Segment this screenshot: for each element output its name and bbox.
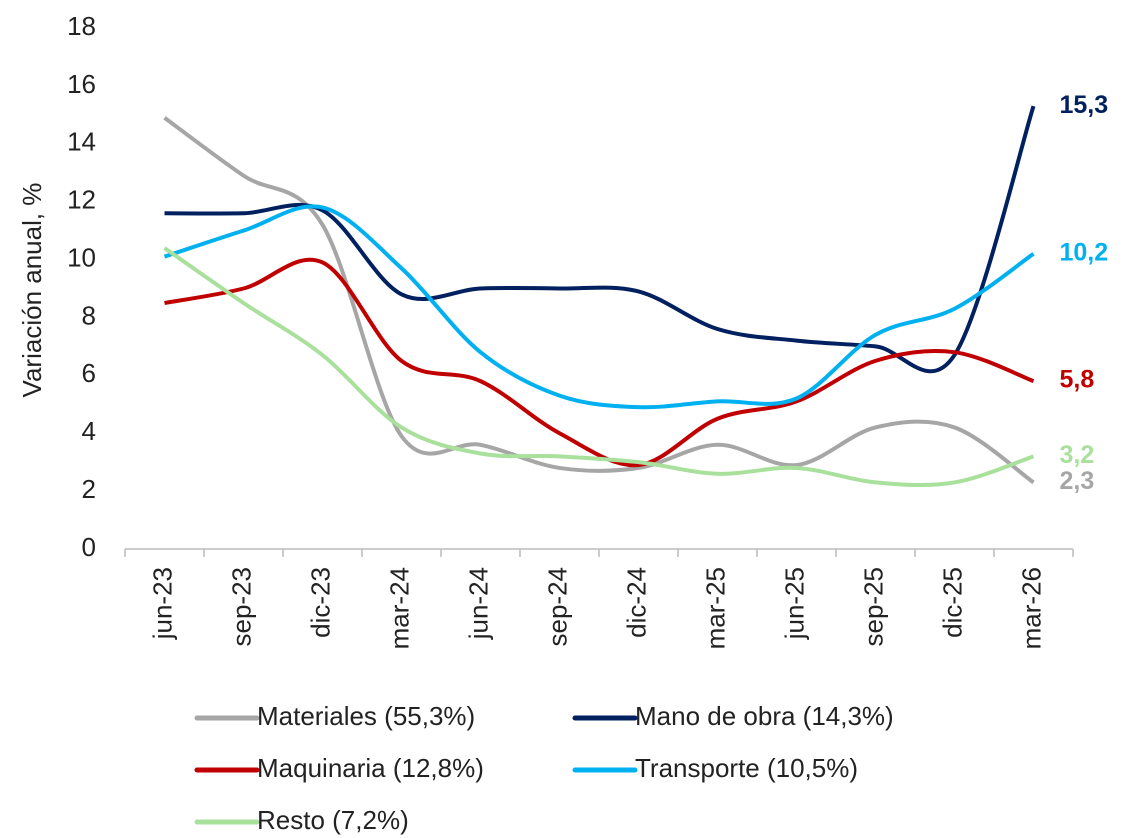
y-tick-label: 0 xyxy=(82,532,96,562)
legend-label: Maquinaria (12,8%) xyxy=(257,753,484,783)
x-tick-label: sep-25 xyxy=(858,567,888,647)
x-tick-label: sep-24 xyxy=(542,567,572,647)
x-tick-label: mar-26 xyxy=(1016,567,1046,649)
data-label: 3,2 xyxy=(1060,441,1095,469)
x-tick-label: dic-23 xyxy=(305,567,335,638)
y-tick-label: 4 xyxy=(82,416,96,446)
x-tick-label: jun-23 xyxy=(147,567,177,640)
legend-label: Mano de obra (14,3%) xyxy=(635,701,894,731)
legend-label: Resto (7,2%) xyxy=(257,805,409,835)
x-tick-label: mar-24 xyxy=(384,567,414,649)
line xyxy=(163,204,1035,410)
x-tick-label: dic-24 xyxy=(621,567,651,638)
data-label: 10,2 xyxy=(1060,238,1109,266)
x-tick-label: dic-25 xyxy=(937,567,967,638)
y-tick-label: 16 xyxy=(67,69,96,99)
y-tick-label: 2 xyxy=(82,474,96,504)
x-tick-label: sep-23 xyxy=(226,567,256,647)
data-label: 5,8 xyxy=(1060,366,1095,394)
y-tick-label: 12 xyxy=(67,185,96,215)
y-tick-label: 8 xyxy=(82,300,96,330)
x-tick-label: jun-24 xyxy=(463,567,493,640)
y-tick-label: 6 xyxy=(82,358,96,388)
line xyxy=(163,116,1035,485)
data-label: 2,3 xyxy=(1060,467,1095,495)
line xyxy=(164,257,1035,468)
x-tick-label: jun-25 xyxy=(779,567,809,640)
data-label: 15,3 xyxy=(1060,91,1109,119)
x-tick-label: mar-25 xyxy=(700,567,730,649)
y-tick-label: 18 xyxy=(67,11,96,41)
y-tick-label: 14 xyxy=(67,127,96,157)
line xyxy=(164,105,1036,374)
legend-label: Transporte (10,5%) xyxy=(635,753,858,783)
legend-label: Materiales (55,3%) xyxy=(257,701,475,731)
y-axis-label: Variación anual, % xyxy=(17,183,47,398)
y-tick-label: 10 xyxy=(67,242,96,272)
line xyxy=(163,246,1035,488)
